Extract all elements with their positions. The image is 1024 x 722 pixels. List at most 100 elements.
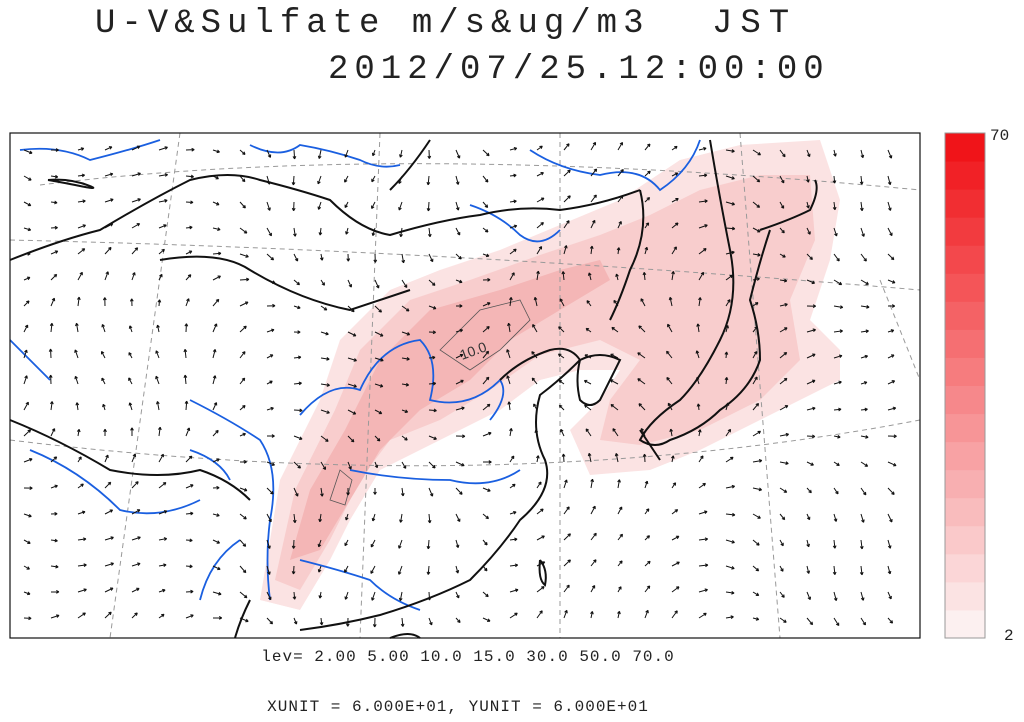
wind-arrow — [806, 328, 816, 333]
wind-arrow — [559, 298, 565, 307]
wind-arrow — [320, 305, 328, 311]
wind-arrow — [185, 589, 194, 594]
wind-arrow — [266, 149, 272, 158]
wind-arrow — [671, 246, 677, 255]
wind-arrow — [509, 563, 519, 568]
wind-arrow — [779, 278, 788, 283]
wind-arrow — [212, 275, 221, 281]
wind-arrow — [293, 487, 299, 497]
wind-arrow — [644, 222, 650, 229]
wind-arrow — [833, 407, 842, 412]
wind-arrow — [374, 435, 381, 442]
colorbar-min-label: 2 — [1004, 627, 1014, 645]
wind-arrow — [344, 149, 349, 158]
wind-arrow — [293, 227, 297, 237]
wind-arrow — [671, 535, 680, 541]
wind-arrow — [617, 506, 623, 515]
wind-arrow — [590, 478, 594, 489]
wind-arrow — [239, 149, 246, 155]
wind-arrow — [374, 409, 383, 415]
wind-arrow — [266, 328, 275, 333]
wind-arrow — [725, 539, 735, 544]
wind-arrow — [400, 487, 405, 497]
wind-arrow — [725, 149, 735, 153]
wind-arrow — [509, 173, 517, 178]
wind-arrow — [536, 508, 544, 515]
wind-arrow — [585, 428, 592, 437]
wind-arrow — [509, 248, 517, 255]
wind-arrow — [50, 225, 58, 230]
wind-arrow — [455, 304, 463, 308]
wind-arrow — [347, 435, 355, 443]
wind-arrow — [860, 513, 865, 523]
wind-arrow — [482, 487, 491, 492]
wind-arrow — [158, 453, 164, 463]
wind-arrow — [887, 253, 895, 261]
wind-arrow — [509, 224, 518, 229]
wind-arrow — [212, 616, 223, 620]
wind-arrow — [158, 173, 168, 177]
wind-arrow — [398, 201, 403, 211]
wind-arrow — [832, 565, 837, 576]
wind-arrow — [833, 487, 839, 495]
wind-arrow — [455, 279, 463, 284]
wind-arrow — [239, 591, 248, 599]
wind-arrow — [239, 432, 246, 437]
wind-arrow — [833, 513, 838, 522]
wind-arrow — [401, 435, 408, 441]
wind-arrow — [563, 479, 568, 489]
wind-arrow — [640, 427, 646, 437]
wind-arrow — [23, 486, 33, 490]
wind-arrow — [104, 587, 114, 593]
wind-arrow — [509, 296, 513, 307]
wind-arrow — [428, 330, 436, 335]
wind-arrow — [482, 403, 491, 411]
wind-arrow — [666, 350, 673, 359]
wind-arrow — [779, 591, 785, 598]
sulfate-field: 10.0 — [260, 140, 840, 610]
wind-arrow — [509, 483, 516, 489]
wind-arrow — [239, 539, 247, 547]
wind-arrow — [373, 487, 377, 495]
wind-arrow — [590, 585, 596, 593]
wind-arrow — [860, 487, 867, 496]
wind-arrow — [428, 617, 433, 626]
wind-arrow — [104, 562, 114, 567]
wind-arrow — [427, 513, 432, 524]
wind-arrow — [590, 559, 597, 567]
wind-arrow — [212, 201, 220, 206]
wind-arrow — [806, 591, 812, 601]
wind-arrow — [266, 253, 275, 261]
wind-arrow — [887, 227, 893, 237]
colorbar — [944, 132, 986, 639]
wind-arrow — [587, 452, 592, 463]
wind-arrow — [212, 565, 221, 571]
wind-arrow — [584, 404, 592, 411]
wind-arrow — [23, 539, 31, 544]
wind-arrow — [509, 272, 515, 281]
wind-arrow — [77, 199, 86, 204]
wind-arrow — [293, 253, 299, 262]
wind-arrow — [806, 253, 813, 261]
wind-arrow — [212, 323, 218, 333]
wind-arrow — [293, 305, 301, 310]
wind-arrow — [77, 483, 84, 489]
wind-arrow — [185, 484, 194, 489]
wind-arrow — [725, 615, 734, 620]
wind-arrow — [23, 591, 31, 596]
wind-arrow — [669, 428, 674, 437]
wind-arrow — [563, 506, 570, 515]
wind-arrow — [509, 510, 517, 515]
wind-arrow — [317, 149, 322, 159]
wind-arrow — [482, 302, 491, 307]
wind-arrow — [860, 381, 868, 385]
wind-arrow — [104, 481, 112, 489]
wind-arrow — [563, 533, 571, 541]
wind-arrow — [644, 197, 651, 203]
wind-arrow — [266, 513, 272, 523]
wind-arrow — [536, 535, 545, 541]
wind-arrow — [131, 145, 141, 151]
wind-arrow — [23, 300, 30, 307]
wind-arrow — [644, 560, 651, 567]
wind-arrow — [347, 357, 357, 362]
